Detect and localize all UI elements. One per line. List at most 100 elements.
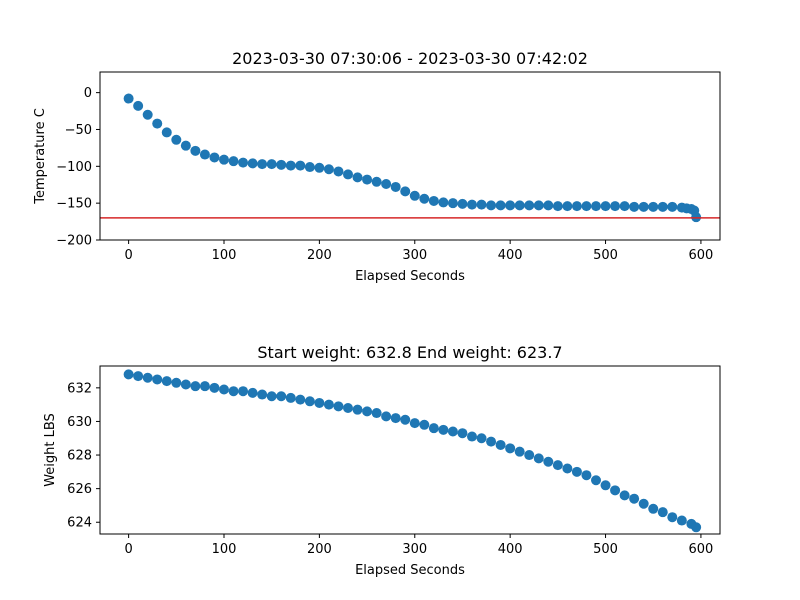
weight-y-tick-label: 632 [67,381,92,396]
temperature-data-point [467,199,477,210]
weight-chart-axes: 0 100 200 300 400 500 600 624 626 628 630 632 [67,381,713,557]
temperature-data-point [486,200,497,211]
temperature-data-point [581,201,592,212]
weight-data-point [457,428,468,439]
weight-data-point [581,470,592,481]
temperature-data-point [505,200,516,211]
weight-x-tick-label: 200 [307,542,332,557]
weight-data-point [352,404,363,415]
temperature-data-point [381,179,392,189]
temperature-data-point [295,160,306,171]
weight-data-point [438,424,449,435]
weight-x-tick-label: 300 [402,542,427,557]
temperature-data-point [610,201,621,212]
temperature-data-point [133,100,144,111]
weight-y-tick-label: 624 [67,516,92,531]
temperature-data-point [343,169,353,180]
weight-data-point [428,423,439,434]
temperature-chart-marks [100,93,720,223]
weight-data-point [648,503,659,514]
weight-data-point [238,386,249,397]
temperature-data-point [552,201,563,212]
weight-data-point [333,401,344,412]
temperature-data-point [638,201,649,212]
weight-data-point [276,391,287,402]
weight-data-point [390,413,401,424]
weight-data-point [314,397,325,408]
temperature-data-point [629,201,640,212]
weight-data-point [371,408,382,419]
temperature-data-point [333,166,344,177]
weight-data-point [591,475,601,486]
weight-x-tick-label: 100 [212,542,237,557]
weight-data-point [190,381,201,392]
temperature-y-tick-label: −150 [56,197,92,212]
temperature-x-tick-label: 100 [212,248,237,263]
temperature-data-point [390,181,401,192]
weight-data-point [381,411,392,422]
temperature-data-point [619,201,630,212]
weight-data-point [161,376,172,387]
weight-data-point [610,485,621,496]
temperature-x-tick-label: 0 [124,248,132,263]
temperature-data-point [648,201,659,212]
temperature-data-point [457,198,468,209]
weight-data-point [691,522,702,533]
weight-data-point [533,453,544,464]
temperature-y-tick-label: −200 [56,234,92,249]
temperature-data-point [304,162,315,173]
weight-data-point [209,382,220,393]
temperature-chart: 2023-03-30 07:30:06 - 2023-03-30 07:42:0… [33,49,721,284]
weight-data-point [123,369,134,380]
weight-data-point [266,391,277,402]
weight-data-point [362,406,373,417]
temperature-data-point [419,193,430,204]
temperature-data-point [276,159,287,170]
temperature-data-point [562,201,573,212]
temperature-data-point [543,200,554,211]
weight-data-point [400,414,411,425]
temperature-data-point [161,127,172,138]
temperature-data-point [247,158,258,169]
temperature-data-point [591,201,601,212]
weight-data-point [629,493,640,504]
temperature-data-point [409,190,420,201]
weight-data-point [304,396,315,407]
temperature-data-point [219,154,229,165]
temperature-data-point [447,198,458,209]
temperature-data-point [257,159,268,170]
weight-data-point [257,389,268,400]
weight-data-point [323,399,334,410]
temperature-data-point [667,201,678,212]
weight-x-tick-label: 0 [124,542,132,557]
temperature-data-point [371,176,382,187]
temperature-x-tick-label: 400 [498,248,523,263]
temperature-x-tick-label: 600 [689,248,714,263]
temperature-data-point [428,195,439,206]
temperature-data-point [171,134,182,145]
weight-y-tick-label: 630 [67,415,92,430]
temperature-data-point [514,200,525,211]
temperature-data-point [142,109,153,120]
weight-data-point [180,379,191,390]
weight-data-point [486,436,497,447]
weight-chart-title: Start weight: 632.8 End weight: 623.7 [257,343,562,362]
weight-data-point [467,431,477,442]
temperature-data-point [438,197,449,208]
temperature-data-point [285,160,296,171]
temperature-data-point [400,186,411,197]
temperature-data-point [152,118,163,129]
weight-data-point [667,512,678,523]
weight-data-point [152,374,163,385]
weight-data-point [657,507,668,518]
temperature-data-point [228,156,239,167]
temperature-data-point [190,145,201,156]
weight-data-point [476,433,487,444]
weight-data-point [562,463,573,474]
temperature-data-point [571,201,582,212]
weight-data-point [133,371,144,382]
weight-data-point [199,381,210,392]
weight-y-axis-label: Weight LBS [43,413,58,487]
temperature-x-axis-label: Elapsed Seconds [355,269,465,284]
weight-y-tick-label: 628 [67,449,92,464]
